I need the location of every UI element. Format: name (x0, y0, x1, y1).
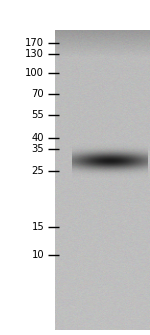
Text: 40: 40 (32, 133, 44, 143)
Text: 15: 15 (32, 222, 44, 232)
Text: 35: 35 (32, 144, 44, 154)
Text: 100: 100 (25, 68, 44, 78)
Text: 55: 55 (32, 110, 44, 120)
Text: 10: 10 (32, 250, 44, 260)
Text: 25: 25 (32, 166, 44, 176)
Text: 130: 130 (25, 49, 44, 59)
Text: 70: 70 (32, 89, 44, 99)
Text: 170: 170 (25, 38, 44, 48)
